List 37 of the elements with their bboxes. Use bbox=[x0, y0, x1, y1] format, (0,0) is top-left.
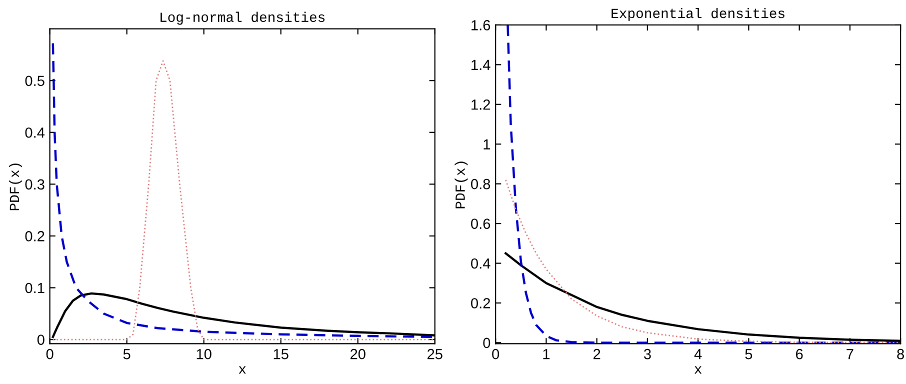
x-tick-label: 6 bbox=[796, 348, 803, 360]
y-tick-label: 1.2 bbox=[472, 99, 490, 110]
y-axis-title: PDF(x) bbox=[454, 162, 468, 208]
y-axis-title: PDF(x) bbox=[8, 164, 22, 210]
x-tick-label: 10 bbox=[196, 348, 212, 360]
x-tick-label: 3 bbox=[644, 348, 651, 360]
y-tick-label: 1 bbox=[484, 139, 490, 150]
y-tick-label: 0.8 bbox=[471, 178, 490, 190]
x-tick-label: 0 bbox=[492, 348, 500, 360]
y-tick-label: 0.2 bbox=[25, 231, 44, 242]
y-tick-label: 0.1 bbox=[25, 282, 44, 294]
chart-title: Exponential densities bbox=[612, 8, 784, 21]
x-tick-label: 4 bbox=[694, 349, 702, 360]
x-tick-label: 2 bbox=[594, 348, 600, 360]
x-tick-label: 20 bbox=[350, 348, 366, 360]
y-tick-label: 1.6 bbox=[472, 20, 490, 30]
y-tick-label: 0 bbox=[483, 338, 490, 348]
x-axis-title: x bbox=[694, 366, 702, 374]
y-tick-label: 0.3 bbox=[25, 179, 44, 190]
x-tick-label: 25 bbox=[428, 348, 442, 360]
y-tick-label: 1.4 bbox=[472, 60, 490, 70]
x-tick-label: 5 bbox=[745, 349, 752, 360]
x-tick-label: 5 bbox=[123, 349, 130, 360]
y-tick-label: 0.4 bbox=[471, 258, 490, 269]
x-tick-label: 1 bbox=[543, 349, 550, 360]
y-tick-label: 0.4 bbox=[25, 127, 45, 138]
x-tick-label: 0 bbox=[46, 348, 54, 360]
x-tick-label: 8 bbox=[897, 348, 904, 360]
x-tick-label: 7 bbox=[846, 349, 854, 360]
y-tick-label: 0.5 bbox=[25, 76, 44, 86]
y-tick-label: 0.2 bbox=[471, 298, 490, 308]
line-series bbox=[505, 179, 901, 344]
chart-title: Log-normal densities bbox=[160, 12, 325, 25]
x-axis-title: x bbox=[238, 366, 246, 374]
y-tick-label: 0.6 bbox=[471, 218, 490, 229]
x-tick-label: 15 bbox=[274, 349, 288, 360]
y-tick-label: 0 bbox=[37, 334, 44, 345]
